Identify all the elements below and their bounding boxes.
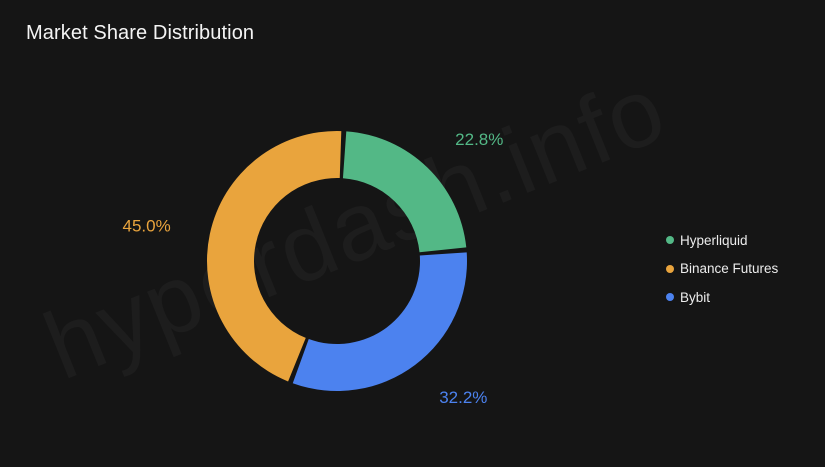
legend-label: Hyperliquid [680, 232, 748, 248]
legend-item-bybit[interactable]: Bybit [666, 283, 778, 312]
slice-hyperliquid[interactable] [342, 131, 467, 253]
legend-item-binance-futures[interactable]: Binance Futures [666, 255, 778, 284]
data-label-hyperliquid: 22.8% [455, 130, 503, 149]
chart-legend: Hyperliquid Binance Futures Bybit [666, 226, 778, 312]
legend-dot-icon [666, 236, 674, 245]
slice-binance-futures[interactable] [206, 130, 342, 382]
legend-label: Bybit [680, 289, 711, 305]
legend-dot-icon [666, 293, 674, 302]
legend-item-hyperliquid[interactable]: Hyperliquid [666, 226, 778, 255]
slice-bybit[interactable] [292, 252, 467, 391]
data-label-binance-futures: 45.0% [123, 217, 171, 236]
chart-title: Market Share Distribution [26, 22, 255, 44]
legend-label: Binance Futures [680, 261, 779, 277]
data-label-bybit: 32.2% [439, 388, 487, 407]
legend-dot-icon [666, 264, 674, 273]
